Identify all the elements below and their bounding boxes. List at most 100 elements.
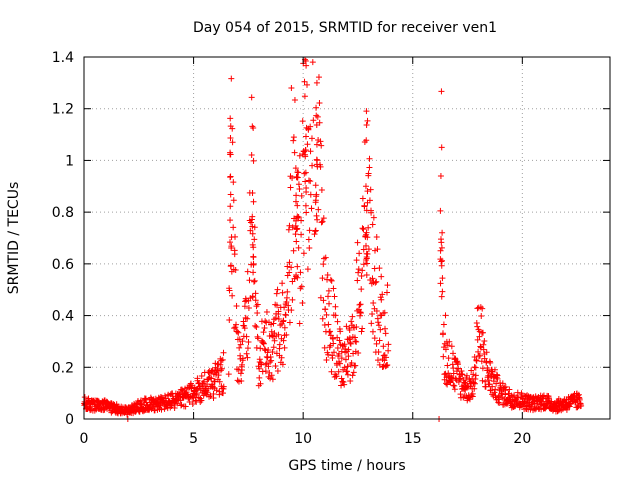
data-point bbox=[480, 346, 487, 353]
data-point bbox=[205, 369, 212, 376]
data-point bbox=[373, 340, 380, 347]
data-point bbox=[463, 372, 470, 379]
data-point bbox=[263, 308, 270, 315]
data-point bbox=[327, 276, 334, 283]
data-point bbox=[344, 368, 351, 375]
data-point bbox=[338, 375, 345, 382]
data-point bbox=[251, 236, 258, 243]
data-point bbox=[332, 312, 339, 319]
data-point bbox=[241, 325, 248, 332]
data-point bbox=[322, 306, 329, 313]
data-point bbox=[471, 364, 478, 371]
y-tick-label: 0 bbox=[65, 412, 74, 428]
y-tick-label: 1.2 bbox=[52, 102, 74, 118]
data-point bbox=[313, 104, 320, 111]
data-point bbox=[198, 372, 205, 379]
data-point bbox=[270, 320, 277, 327]
data-point bbox=[360, 226, 367, 233]
data-point bbox=[201, 378, 208, 385]
data-point bbox=[330, 285, 337, 292]
data-point bbox=[357, 309, 364, 316]
data-point bbox=[306, 227, 313, 234]
data-point bbox=[228, 75, 235, 82]
data-point bbox=[375, 322, 382, 329]
data-point bbox=[493, 371, 500, 378]
data-point bbox=[250, 125, 257, 132]
data-point bbox=[363, 137, 370, 144]
data-point bbox=[353, 324, 360, 331]
data-point bbox=[219, 356, 226, 363]
data-point bbox=[334, 318, 341, 325]
data-point bbox=[232, 324, 239, 331]
data-point bbox=[360, 261, 367, 268]
data-point bbox=[322, 254, 329, 261]
data-point bbox=[338, 355, 345, 362]
data-point bbox=[134, 397, 141, 404]
data-point bbox=[254, 301, 261, 308]
data-point bbox=[275, 331, 282, 338]
data-point bbox=[250, 261, 257, 268]
data-point bbox=[501, 384, 508, 391]
data-point bbox=[375, 319, 382, 326]
data-point bbox=[483, 349, 490, 356]
data-point bbox=[267, 358, 274, 365]
data-point bbox=[447, 378, 454, 385]
data-point bbox=[374, 357, 381, 364]
data-point bbox=[471, 353, 478, 360]
data-point bbox=[442, 346, 449, 353]
data-point bbox=[369, 275, 376, 282]
data-point bbox=[362, 242, 369, 249]
data-point bbox=[477, 352, 484, 359]
data-point bbox=[292, 217, 299, 224]
data-point bbox=[298, 283, 305, 290]
data-point bbox=[442, 370, 449, 377]
data-point bbox=[282, 312, 289, 319]
data-point bbox=[442, 312, 449, 319]
data-point bbox=[382, 325, 389, 332]
data-point bbox=[325, 351, 332, 358]
data-point bbox=[326, 328, 333, 335]
data-point bbox=[484, 367, 491, 374]
data-point bbox=[250, 157, 257, 164]
data-point bbox=[315, 74, 322, 81]
data-point bbox=[298, 192, 305, 199]
data-point bbox=[345, 346, 352, 353]
data-point bbox=[318, 142, 325, 149]
data-point bbox=[227, 173, 234, 180]
data-point bbox=[228, 244, 235, 251]
data-point bbox=[326, 300, 333, 307]
data-point bbox=[311, 231, 318, 238]
data-point bbox=[302, 169, 309, 176]
data-point bbox=[240, 318, 247, 325]
data-point bbox=[268, 372, 275, 379]
data-point bbox=[273, 290, 280, 297]
data-point bbox=[438, 88, 445, 95]
data-point bbox=[292, 198, 299, 205]
data-point bbox=[249, 190, 256, 197]
data-point bbox=[250, 253, 257, 260]
data-point bbox=[226, 239, 233, 246]
data-point bbox=[449, 375, 456, 382]
data-point bbox=[369, 311, 376, 318]
data-point bbox=[336, 360, 343, 367]
data-point bbox=[502, 383, 509, 390]
data-point bbox=[265, 346, 272, 353]
data-point bbox=[355, 306, 362, 313]
data-point bbox=[304, 266, 311, 273]
data-point bbox=[363, 122, 370, 129]
data-point bbox=[321, 321, 328, 328]
data-point bbox=[472, 375, 479, 382]
data-point bbox=[365, 246, 372, 253]
data-point bbox=[468, 392, 475, 399]
data-point bbox=[293, 225, 300, 232]
data-point bbox=[231, 251, 238, 258]
data-point bbox=[333, 373, 340, 380]
data-point bbox=[186, 398, 193, 405]
data-point bbox=[318, 186, 325, 193]
data-point bbox=[352, 338, 359, 345]
x-tick-label: 10 bbox=[294, 431, 312, 447]
x-tick-label: 0 bbox=[80, 431, 89, 447]
data-point bbox=[382, 330, 389, 337]
data-point bbox=[362, 183, 369, 190]
